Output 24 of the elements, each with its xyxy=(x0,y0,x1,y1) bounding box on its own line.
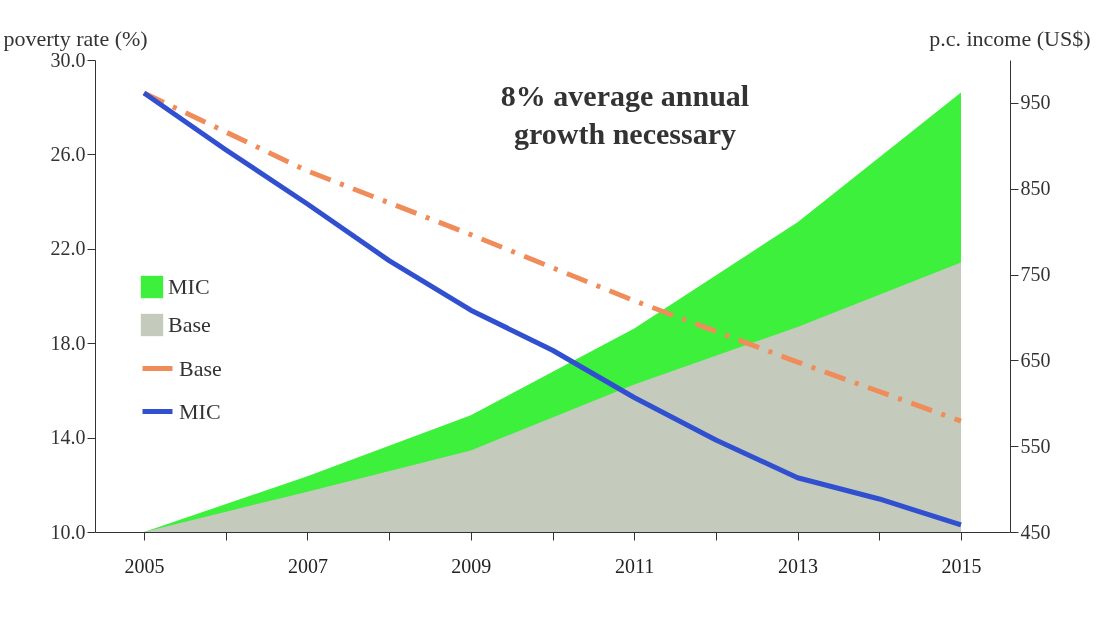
y2-tick-label: 650 xyxy=(1020,348,1051,371)
y-tick-label: 18.0 xyxy=(50,331,86,354)
legend-label: Base xyxy=(179,355,222,381)
annotation: 8% average annual growth necessary xyxy=(500,79,750,150)
legend-label: MIC xyxy=(168,274,210,299)
y2-tick-label: 950 xyxy=(1020,91,1051,114)
y-tick-label: 10.0 xyxy=(50,520,86,543)
y-axis-title: poverty rate (%) xyxy=(3,25,148,51)
y2-tick-label: 750 xyxy=(1020,263,1051,286)
y2-axis-title: p.c. income (US$) xyxy=(929,25,1091,51)
x-tick-label: 2007 xyxy=(287,554,328,577)
x-tick-label: 2015 xyxy=(941,554,982,577)
legend-label: Base xyxy=(168,312,211,337)
x-tick-label: 2011 xyxy=(615,554,655,577)
y2-tick-label: 550 xyxy=(1020,434,1051,457)
y2-tick-label: 850 xyxy=(1020,177,1051,200)
x-tick-label: 2009 xyxy=(451,554,492,577)
y2-tick-label: 450 xyxy=(1020,520,1051,543)
y-tick-label: 14.0 xyxy=(50,426,86,449)
legend-label: MIC xyxy=(179,398,221,424)
x-tick-label: 2005 xyxy=(124,554,165,577)
x-tick-label: 2013 xyxy=(778,554,819,577)
y-tick-label: 22.0 xyxy=(50,237,86,260)
y-tick-label: 26.0 xyxy=(50,142,86,165)
